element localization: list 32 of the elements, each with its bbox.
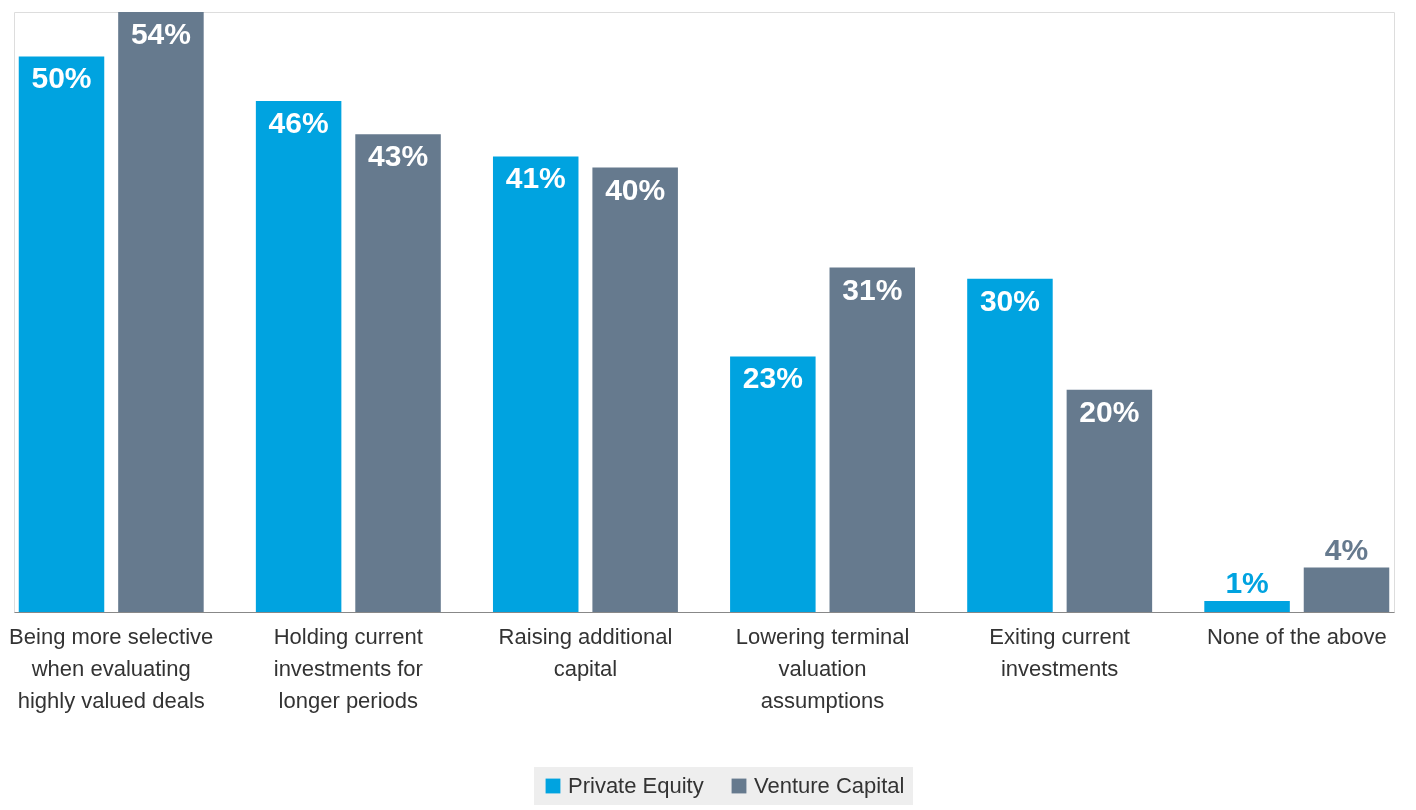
data-label: 1% [1225, 565, 1269, 599]
data-label: 23% [742, 361, 803, 395]
bar [967, 278, 1053, 612]
bar [730, 356, 816, 612]
data-label: 41% [505, 161, 566, 195]
x-tick-label: Being more selective when evaluating highly valued deals [9, 623, 214, 713]
bar [829, 267, 916, 612]
x-tick-label: Holding current investments for longer periods [273, 623, 423, 713]
bar [1066, 389, 1153, 612]
bar [255, 100, 342, 612]
bar [492, 156, 579, 612]
bar [118, 12, 204, 612]
data-label: 40% [605, 172, 666, 206]
bar [355, 134, 441, 612]
bar [1303, 567, 1390, 612]
bar [18, 56, 105, 612]
data-label: 20% [1079, 394, 1140, 428]
data-label: 50% [31, 61, 92, 95]
data-label: 4% [1324, 532, 1369, 566]
legend-label: Venture Capital [754, 773, 905, 798]
data-label: 31% [842, 272, 903, 306]
x-tick-label: Lowering terminal valuation assumptions [735, 623, 910, 713]
x-tick-label: None of the above [1206, 623, 1387, 649]
bar [592, 167, 678, 612]
data-label: 46% [268, 105, 329, 139]
bar [1204, 600, 1290, 612]
data-label: 54% [130, 17, 191, 50]
data-label: 43% [368, 139, 429, 173]
x-tick-label: Raising additional capital [498, 623, 673, 681]
legend-label: Private Equity [568, 773, 704, 798]
x-tick-label: Exiting current investments [989, 623, 1130, 681]
data-label: 30% [979, 283, 1040, 317]
